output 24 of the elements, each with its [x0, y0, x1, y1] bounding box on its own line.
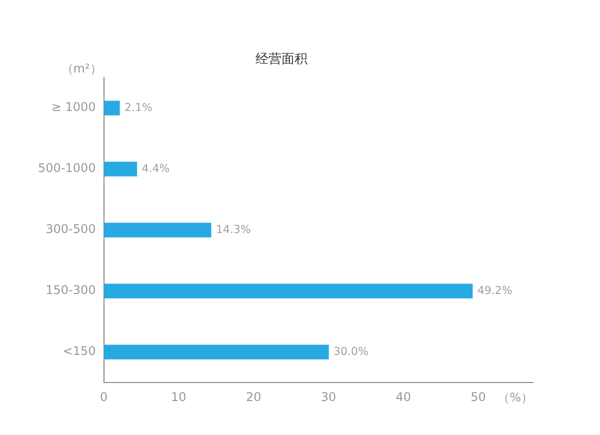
bar	[104, 222, 212, 238]
x-tick-label: 20	[246, 390, 262, 404]
data-label: 4.4%	[142, 162, 170, 175]
data-label: 30.0%	[334, 344, 368, 358]
x-tick-label: 30	[320, 390, 336, 404]
x-axis-title: （%）	[498, 390, 533, 405]
x-tick-label: 40	[396, 390, 412, 404]
y-tick-label: 500-1000	[38, 161, 96, 176]
x-tick-label: 50	[470, 390, 486, 404]
data-label: 2.1%	[124, 100, 152, 114]
bar	[104, 100, 120, 116]
y-tick-label: ≥ 1000	[51, 100, 96, 114]
data-label: 14.3%	[216, 222, 251, 236]
bar	[104, 284, 473, 298]
bar	[104, 344, 329, 360]
y-tick-label: 150-300	[46, 283, 96, 298]
bar	[104, 162, 138, 176]
chart-title: 经营面积	[256, 52, 308, 68]
x-tick-label: 10	[171, 390, 186, 404]
y-tick-label: <150	[62, 344, 96, 358]
y-axis-title: （m²）	[61, 62, 102, 76]
y-tick-label: 300-500	[46, 222, 96, 236]
data-label: 49.2%	[477, 284, 512, 297]
x-tick-label: 0	[100, 390, 108, 404]
